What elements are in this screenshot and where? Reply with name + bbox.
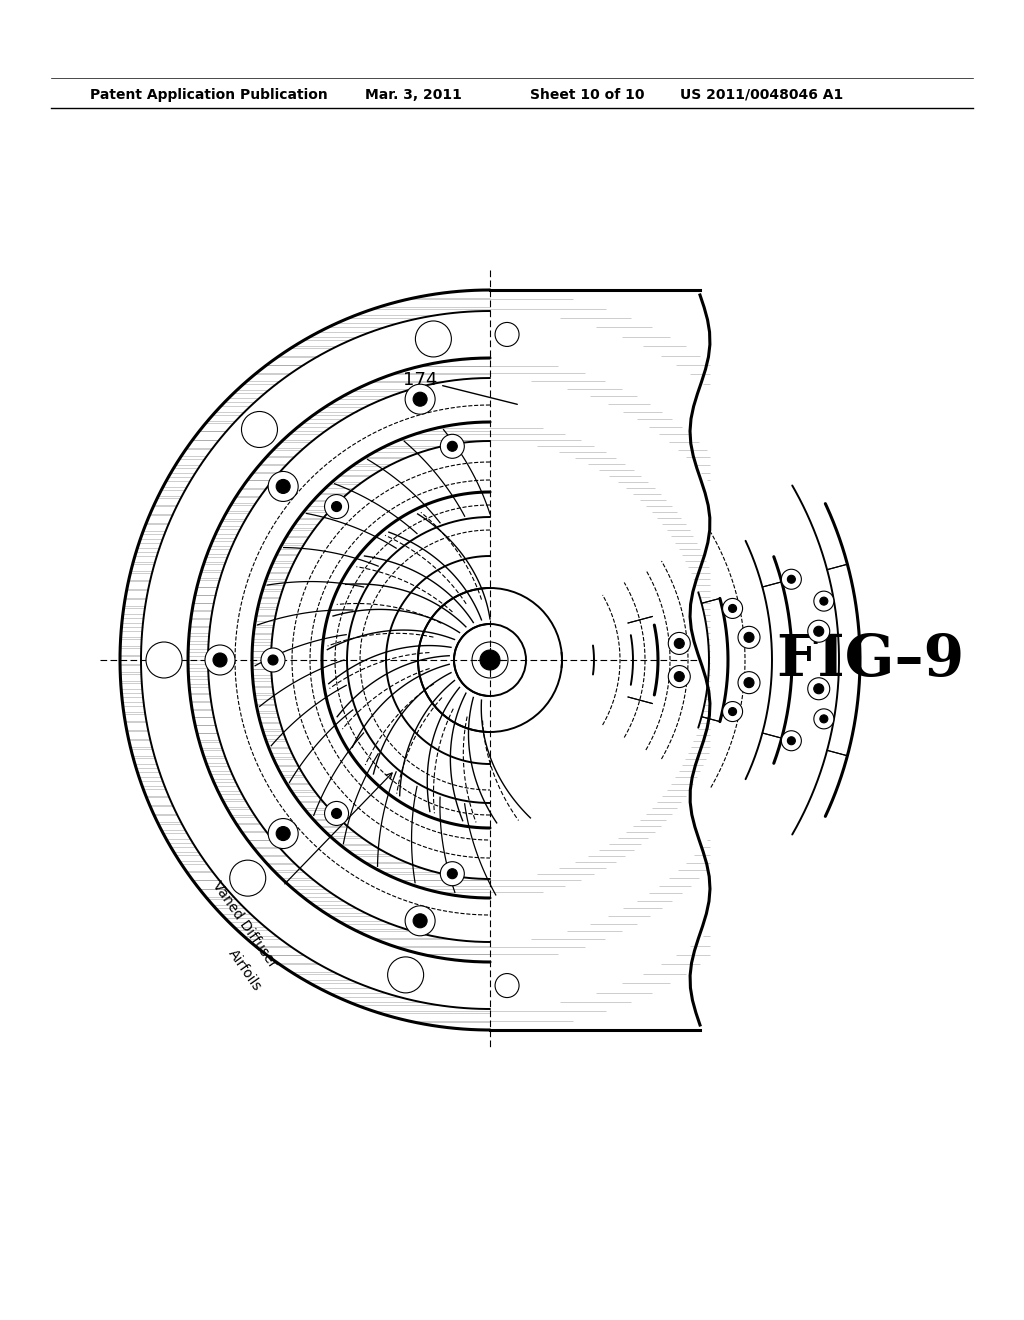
Circle shape: [814, 709, 834, 729]
Circle shape: [388, 957, 424, 993]
Circle shape: [781, 569, 802, 589]
Circle shape: [332, 808, 342, 818]
Circle shape: [729, 708, 736, 715]
Circle shape: [808, 620, 829, 643]
Circle shape: [440, 862, 464, 886]
Circle shape: [744, 632, 754, 643]
Circle shape: [268, 655, 278, 665]
Circle shape: [787, 737, 796, 744]
Circle shape: [814, 626, 823, 636]
Circle shape: [674, 672, 684, 681]
Circle shape: [413, 392, 427, 407]
Circle shape: [406, 906, 435, 936]
Circle shape: [674, 639, 684, 648]
Text: Vaned Diffuser: Vaned Diffuser: [210, 774, 392, 972]
Circle shape: [781, 731, 802, 751]
Text: FIG–9: FIG–9: [776, 632, 964, 688]
Text: 174: 174: [402, 371, 517, 404]
Circle shape: [808, 677, 829, 700]
Circle shape: [669, 632, 690, 655]
Circle shape: [413, 913, 427, 928]
Circle shape: [242, 412, 278, 447]
Circle shape: [729, 605, 736, 612]
Circle shape: [495, 322, 519, 346]
Circle shape: [276, 826, 290, 841]
Circle shape: [738, 672, 760, 694]
Circle shape: [406, 384, 435, 414]
Text: Patent Application Publication: Patent Application Publication: [90, 88, 328, 102]
Circle shape: [416, 321, 452, 356]
Circle shape: [229, 861, 266, 896]
Circle shape: [213, 653, 227, 667]
Circle shape: [723, 701, 742, 722]
Text: Mar. 3, 2011: Mar. 3, 2011: [365, 88, 462, 102]
Circle shape: [820, 597, 827, 605]
Circle shape: [332, 502, 342, 512]
Circle shape: [261, 648, 285, 672]
Circle shape: [325, 801, 348, 825]
Circle shape: [447, 441, 458, 451]
Circle shape: [268, 471, 298, 502]
Text: Sheet 10 of 10: Sheet 10 of 10: [530, 88, 644, 102]
Circle shape: [268, 818, 298, 849]
Circle shape: [814, 684, 823, 694]
Text: Airfoils: Airfoils: [225, 946, 264, 994]
Circle shape: [276, 479, 290, 494]
Circle shape: [146, 642, 182, 678]
Circle shape: [820, 715, 827, 723]
Circle shape: [205, 645, 234, 675]
Circle shape: [738, 626, 760, 648]
Circle shape: [723, 598, 742, 619]
Circle shape: [744, 677, 754, 688]
Circle shape: [447, 869, 458, 879]
Circle shape: [325, 495, 348, 519]
Circle shape: [495, 974, 519, 998]
Text: US 2011/0048046 A1: US 2011/0048046 A1: [680, 88, 843, 102]
Circle shape: [787, 576, 796, 583]
Circle shape: [440, 434, 464, 458]
Circle shape: [814, 591, 834, 611]
Circle shape: [669, 665, 690, 688]
Circle shape: [480, 649, 500, 671]
